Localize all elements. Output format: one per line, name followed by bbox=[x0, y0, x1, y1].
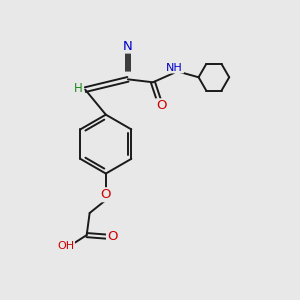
Text: O: O bbox=[100, 188, 111, 201]
Text: NH: NH bbox=[167, 63, 183, 73]
Text: O: O bbox=[107, 230, 118, 243]
Text: O: O bbox=[156, 99, 166, 112]
Text: H: H bbox=[74, 82, 83, 95]
Text: N: N bbox=[123, 40, 133, 52]
Text: OH: OH bbox=[57, 241, 74, 251]
